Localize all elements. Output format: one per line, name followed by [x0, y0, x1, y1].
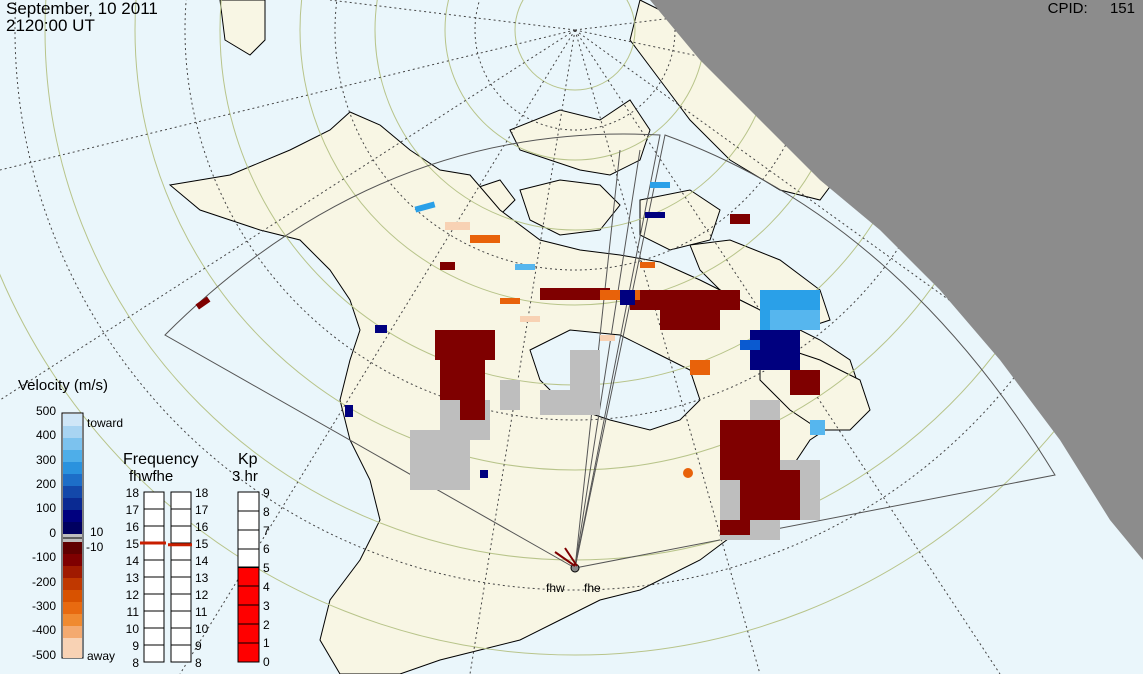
away-max-scatter	[445, 222, 615, 341]
velocity-tick: -500	[31, 648, 56, 662]
time-label: 2120:00 UT	[6, 16, 95, 35]
frequency-tick-fhw: 17	[125, 503, 139, 517]
velocity-tick: 500	[35, 404, 56, 418]
kp-scale-title: Kp	[238, 451, 258, 468]
kp-tick: 9	[263, 486, 270, 500]
cpid-label: CPID:	[1047, 0, 1088, 17]
kp-tick: 6	[263, 542, 270, 557]
frequency-tick-fhe: 13	[195, 571, 209, 585]
velocity-tick: 400	[35, 428, 56, 442]
frequency-tick-fhw: 10	[125, 622, 139, 636]
radar-fov	[164, 133, 1056, 569]
station-label-fhw: fhw	[546, 581, 565, 595]
frequency-tick-fhe: 12	[195, 588, 209, 602]
frequency-tick-fhe: 9	[195, 639, 202, 653]
toward-scatter	[345, 182, 825, 478]
velocity-scale-title: Velocity (m/s)	[18, 377, 109, 394]
frequency-tick-fhe: 10	[195, 622, 209, 636]
away-label: away	[87, 649, 116, 663]
kp-tick: 1	[263, 636, 270, 651]
frequency-tick-fhw: 14	[125, 554, 139, 568]
toward-label: toward	[87, 416, 124, 430]
date-label: September, 10 2011	[6, 0, 158, 18]
frequency-tick-fhe: 8	[195, 656, 202, 670]
frequency-tick-fhw: 12	[125, 588, 139, 602]
frequency-tick-fhw: 15	[125, 537, 139, 551]
velocity-tick: 100	[35, 501, 56, 515]
kp-scale-subtitle: 3 hr	[232, 468, 258, 485]
threshold-negative-label: -10	[86, 540, 104, 554]
frequency-tick-fhe: 14	[195, 554, 209, 568]
frequency-tick-fhe: 17	[195, 503, 209, 517]
frequency-tick-fhe: 18	[195, 486, 209, 500]
kp-level-fill	[237, 567, 260, 663]
velocity-colorbar	[61, 412, 84, 659]
station-sites	[554, 547, 580, 573]
frequency-tick-fhw: 13	[125, 571, 139, 585]
kp-tick: 4	[263, 580, 270, 594]
velocity-tick: -100	[31, 550, 56, 564]
kp-tick: 5	[263, 561, 270, 576]
frequency-scale-subtitle: fhwfhe	[129, 468, 174, 485]
frequency-tick-fhe: 16	[195, 520, 209, 534]
velocity-tick: 0	[49, 526, 56, 540]
velocity-tick: -200	[31, 575, 56, 589]
frequency-scale-title: Frequency	[123, 451, 199, 468]
away-scatter	[195, 214, 820, 535]
kp-tick: 3	[263, 598, 270, 613]
cpid-value: 151	[1109, 0, 1135, 17]
frequency-tick-fhe: 11	[195, 605, 208, 619]
frequency-bars	[140, 491, 192, 663]
kp-tick: 8	[263, 504, 270, 519]
threshold-positive-label: 10	[90, 525, 104, 539]
frequency-tick-fhw: 16	[125, 520, 139, 534]
kp-tick: 0	[263, 655, 270, 670]
night-region	[650, 0, 1143, 560]
frequency-tick-fhw: 9	[132, 639, 139, 653]
velocity-tick: -300	[31, 599, 56, 613]
cpid-readout: CPID: 151	[1048, 0, 1135, 17]
station-label-fhe: fhe	[584, 581, 601, 595]
velocity-tick: 200	[35, 477, 56, 491]
kp-tick: 2	[263, 617, 270, 632]
frequency-tick-fhw: 11	[126, 605, 139, 619]
frequency-tick-fhe: 15	[195, 537, 209, 551]
frequency-tick-fhw: 8	[132, 656, 139, 670]
kp-bar	[237, 491, 260, 663]
kp-tick: 7	[263, 523, 270, 538]
velocity-tick: -400	[31, 623, 56, 637]
frequency-tick-fhw: 18	[125, 486, 139, 500]
velocity-tick: 300	[35, 453, 56, 467]
